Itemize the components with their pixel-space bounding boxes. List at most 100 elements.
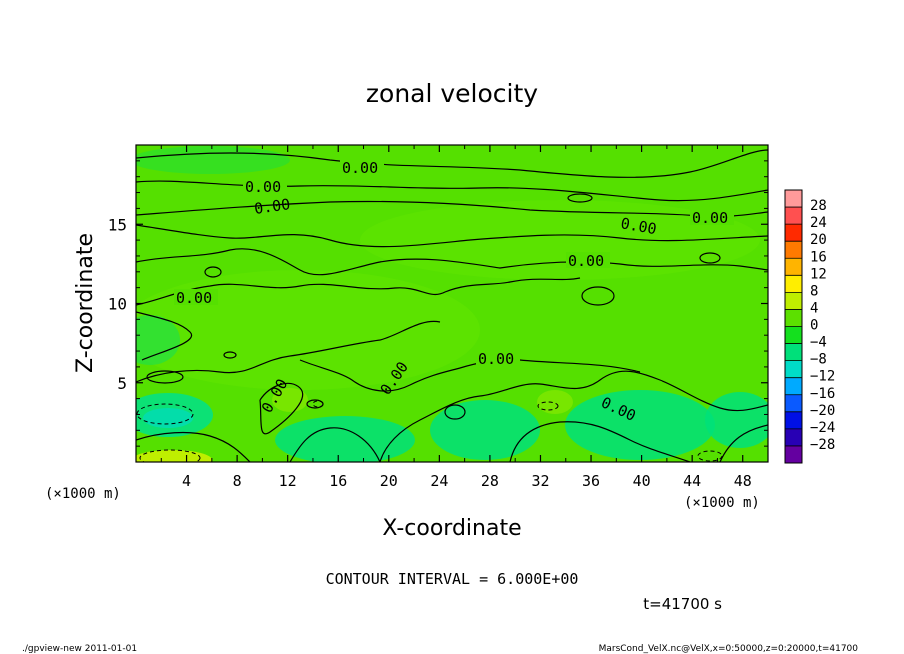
colorbar-swatch xyxy=(785,428,802,447)
field-patch xyxy=(136,450,212,462)
x-axis: 4 8 12 16 20 24 28 32 36 40 44 48 xyxy=(160,145,752,490)
colorbar-label: 20 xyxy=(810,232,827,248)
x-tick-label: 28 xyxy=(481,472,499,490)
negative-contours xyxy=(136,400,723,462)
contour-loop xyxy=(312,400,324,408)
x-tick-label: 32 xyxy=(531,472,549,490)
contour-label: 0.00 xyxy=(342,159,378,177)
contour-line xyxy=(509,421,691,462)
colorbar-swatch xyxy=(785,241,802,259)
field-patch xyxy=(430,400,540,460)
contour-loop xyxy=(139,449,201,462)
colorbar-label: −12 xyxy=(810,369,835,385)
contour-line xyxy=(289,427,381,462)
colorbar-swatch xyxy=(785,258,802,276)
x-tick-label: 24 xyxy=(430,472,448,490)
colorbar-label: 16 xyxy=(810,249,827,265)
contour-loop xyxy=(223,351,237,359)
contour-line xyxy=(719,424,768,462)
field-patch xyxy=(136,146,290,174)
x-tick-label: 4 xyxy=(182,472,191,490)
field-patch xyxy=(705,392,768,448)
x-tick-label: 12 xyxy=(279,472,297,490)
contour-label: 0.00 xyxy=(619,214,658,238)
contour-label: 0.00 xyxy=(245,178,281,196)
colorbar-swatch xyxy=(785,326,802,345)
colorbar-swatch xyxy=(785,309,802,327)
contour-line xyxy=(136,277,581,306)
colorbar-swatch xyxy=(785,377,802,396)
y-tick-label: 10 xyxy=(108,295,127,314)
contour-line xyxy=(136,248,768,276)
footer-left: ./gpview-new 2011-01-01 xyxy=(22,644,137,654)
x-tick-label: 40 xyxy=(633,472,651,490)
contour-loop xyxy=(697,450,723,462)
colorbar-label: 8 xyxy=(810,283,818,299)
contour-lines xyxy=(136,149,768,462)
y-tick-label: 15 xyxy=(108,215,127,234)
contour-line xyxy=(136,311,193,361)
contour-loop xyxy=(204,266,222,278)
colorbar-swatch xyxy=(785,411,802,430)
colorbar-label: −28 xyxy=(810,437,835,453)
colorbar-swatch xyxy=(785,445,802,464)
contour-label: 0.00 xyxy=(568,252,604,270)
footer-right: MarsCond_VelX.nc@VelX,x=0:50000,z=0:2000… xyxy=(599,644,859,654)
y-axis-unit-label: (×1000 m) xyxy=(45,486,121,502)
colorbar-label: −20 xyxy=(810,403,835,419)
contour-loop xyxy=(581,286,615,306)
contour-line xyxy=(299,358,641,392)
contour-line xyxy=(136,431,251,462)
colorbar-swatch xyxy=(785,207,802,225)
field-patch xyxy=(360,200,760,280)
field-patch xyxy=(537,390,573,414)
chart-title: zonal velocity xyxy=(366,79,538,108)
contour-loop xyxy=(444,404,466,420)
colorbar-label: −24 xyxy=(810,420,835,436)
colorbar-swatch xyxy=(785,224,802,242)
colorbar-label: 28 xyxy=(810,198,827,214)
contour-loop xyxy=(699,252,721,264)
x-tick-label: 16 xyxy=(329,472,347,490)
contour-loop xyxy=(136,403,194,425)
x-tick-label: 44 xyxy=(683,472,701,490)
colorbar-swatch xyxy=(785,190,802,208)
contour-line xyxy=(136,149,768,178)
field-patch xyxy=(565,390,715,460)
contour-label: 0.00 xyxy=(176,289,212,307)
colorbar-label: 12 xyxy=(810,266,827,282)
x-axis-label: X-coordinate xyxy=(382,516,521,541)
contour-loop xyxy=(567,193,593,203)
colorbar-label: 0 xyxy=(810,318,818,334)
field-patch xyxy=(272,388,308,412)
contour-interval-text: CONTOUR INTERVAL = 6.000E+00 xyxy=(326,570,579,588)
contour-loop xyxy=(537,401,559,411)
colorbar-swatch xyxy=(785,292,802,310)
contour-line xyxy=(136,224,768,248)
colorbar-label: −8 xyxy=(810,352,827,368)
contour-label: 0.00 xyxy=(692,209,728,227)
field-patch xyxy=(136,315,180,365)
field-patch xyxy=(143,408,193,428)
colorbar-swatch xyxy=(785,394,802,413)
contour-loop xyxy=(146,370,184,384)
velocity-field: 0.00 0.00 0.00 0.00 0.00 0.00 0.00 0.00 … xyxy=(136,145,768,462)
x-tick-label: 36 xyxy=(582,472,600,490)
x-tick-label: 8 xyxy=(233,472,242,490)
colorbar-swatch xyxy=(785,275,802,293)
time-text: t=41700 s xyxy=(643,595,722,613)
field-patch xyxy=(136,270,480,390)
contour-label: 0.00 xyxy=(253,195,291,218)
x-tick-label: 20 xyxy=(380,472,398,490)
colorbar-label: −4 xyxy=(810,335,827,351)
y-axis: 5 10 15 xyxy=(108,160,768,447)
x-axis-unit-label: (×1000 m) xyxy=(684,495,760,511)
colorbar-swatch xyxy=(785,343,802,362)
contour-line xyxy=(259,382,304,435)
contour-line xyxy=(136,320,441,383)
contour-label: 0.00 xyxy=(478,350,514,368)
colorbar-label: 24 xyxy=(810,215,827,231)
colorbar-label: −16 xyxy=(810,386,835,402)
contour-line xyxy=(136,180,768,202)
